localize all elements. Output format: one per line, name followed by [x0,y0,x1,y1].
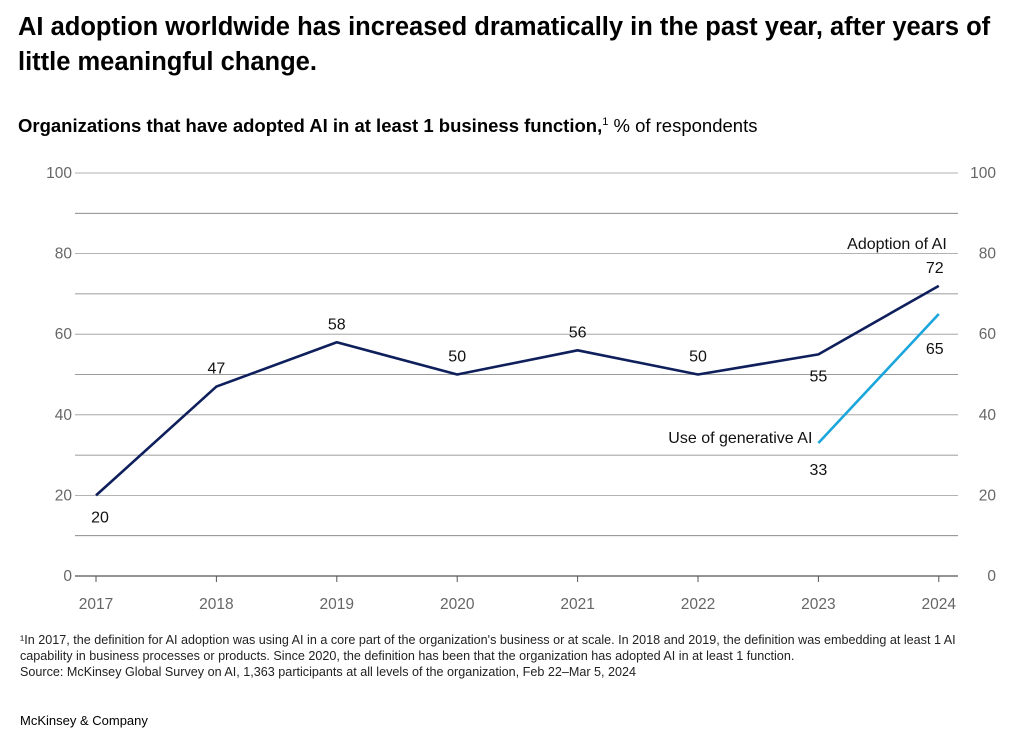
data-label-adoption-of-ai: 55 [810,368,828,385]
y-tick-label-left: 60 [55,326,73,343]
x-tick-label: 2021 [560,596,594,613]
y-tick-label-right: 0 [987,568,996,585]
y-tick-label-left: 40 [55,407,73,424]
data-label-adoption-of-ai: 50 [689,349,707,366]
x-tick-label: 2023 [801,596,835,613]
footnote-source: Source: McKinsey Global Survey on AI, 1,… [20,665,637,679]
data-label-generative-ai: 33 [810,462,828,479]
footnote-marker: 1 [602,115,609,128]
data-label-adoption-of-ai: 56 [569,324,587,341]
x-tick-label: 2022 [681,596,715,613]
x-tick-label: 2024 [922,596,957,613]
chart-series: 20 47 58 50 56 50 55 72 Adoption of AI 33 65 Use of… [91,236,947,526]
series-line-adoption-of-ai [95,284,940,497]
data-label-generative-ai: 65 [926,341,944,358]
footnote-definition: ¹In 2017, the definition for AI adoption… [20,633,956,663]
data-label-adoption-of-ai: 47 [208,361,226,378]
chart-subtitle: Organizations that have adopted AI in at… [18,115,757,137]
y-tick-label-right: 40 [979,407,997,424]
data-label-adoption-of-ai: 72 [926,260,944,277]
series-name-generative-ai: Use of generative AI [668,430,812,447]
footnotes: ¹In 2017, the definition for AI adoption… [20,632,1000,680]
x-tick-label: 2020 [440,596,475,613]
subtitle-unit: % of respondents [608,115,758,136]
y-tick-label-left: 100 [46,165,72,182]
y-tick-label-right: 80 [979,246,997,263]
x-tick-label: 2019 [320,596,354,613]
data-label-adoption-of-ai: 58 [328,316,346,333]
y-tick-label-right: 20 [979,487,997,504]
data-label-adoption-of-ai: 20 [91,509,109,526]
series-line-generative-ai [817,313,940,444]
chart-grid: 0 0 20 20 40 40 60 60 80 80 100 100 [46,165,996,585]
headline: AI adoption worldwide has increased dram… [18,13,991,76]
y-tick-label-left: 20 [55,487,73,504]
subtitle-bold: Organizations that have adopted AI in at… [18,115,603,136]
series-name-adoption-of-ai: Adoption of AI [847,236,947,253]
y-tick-label-right: 60 [979,326,997,343]
x-axis: 2017 2018 2019 2020 2021 2022 2023 2024 [79,576,957,613]
brand-logo-text: McKinsey & Company [20,713,148,728]
y-tick-label-right: 100 [970,165,996,182]
y-tick-label-left: 80 [55,246,73,263]
y-tick-label-left: 0 [63,568,72,585]
data-label-adoption-of-ai: 50 [448,349,466,366]
x-tick-label: 2018 [199,596,233,613]
x-tick-label: 2017 [79,596,113,613]
